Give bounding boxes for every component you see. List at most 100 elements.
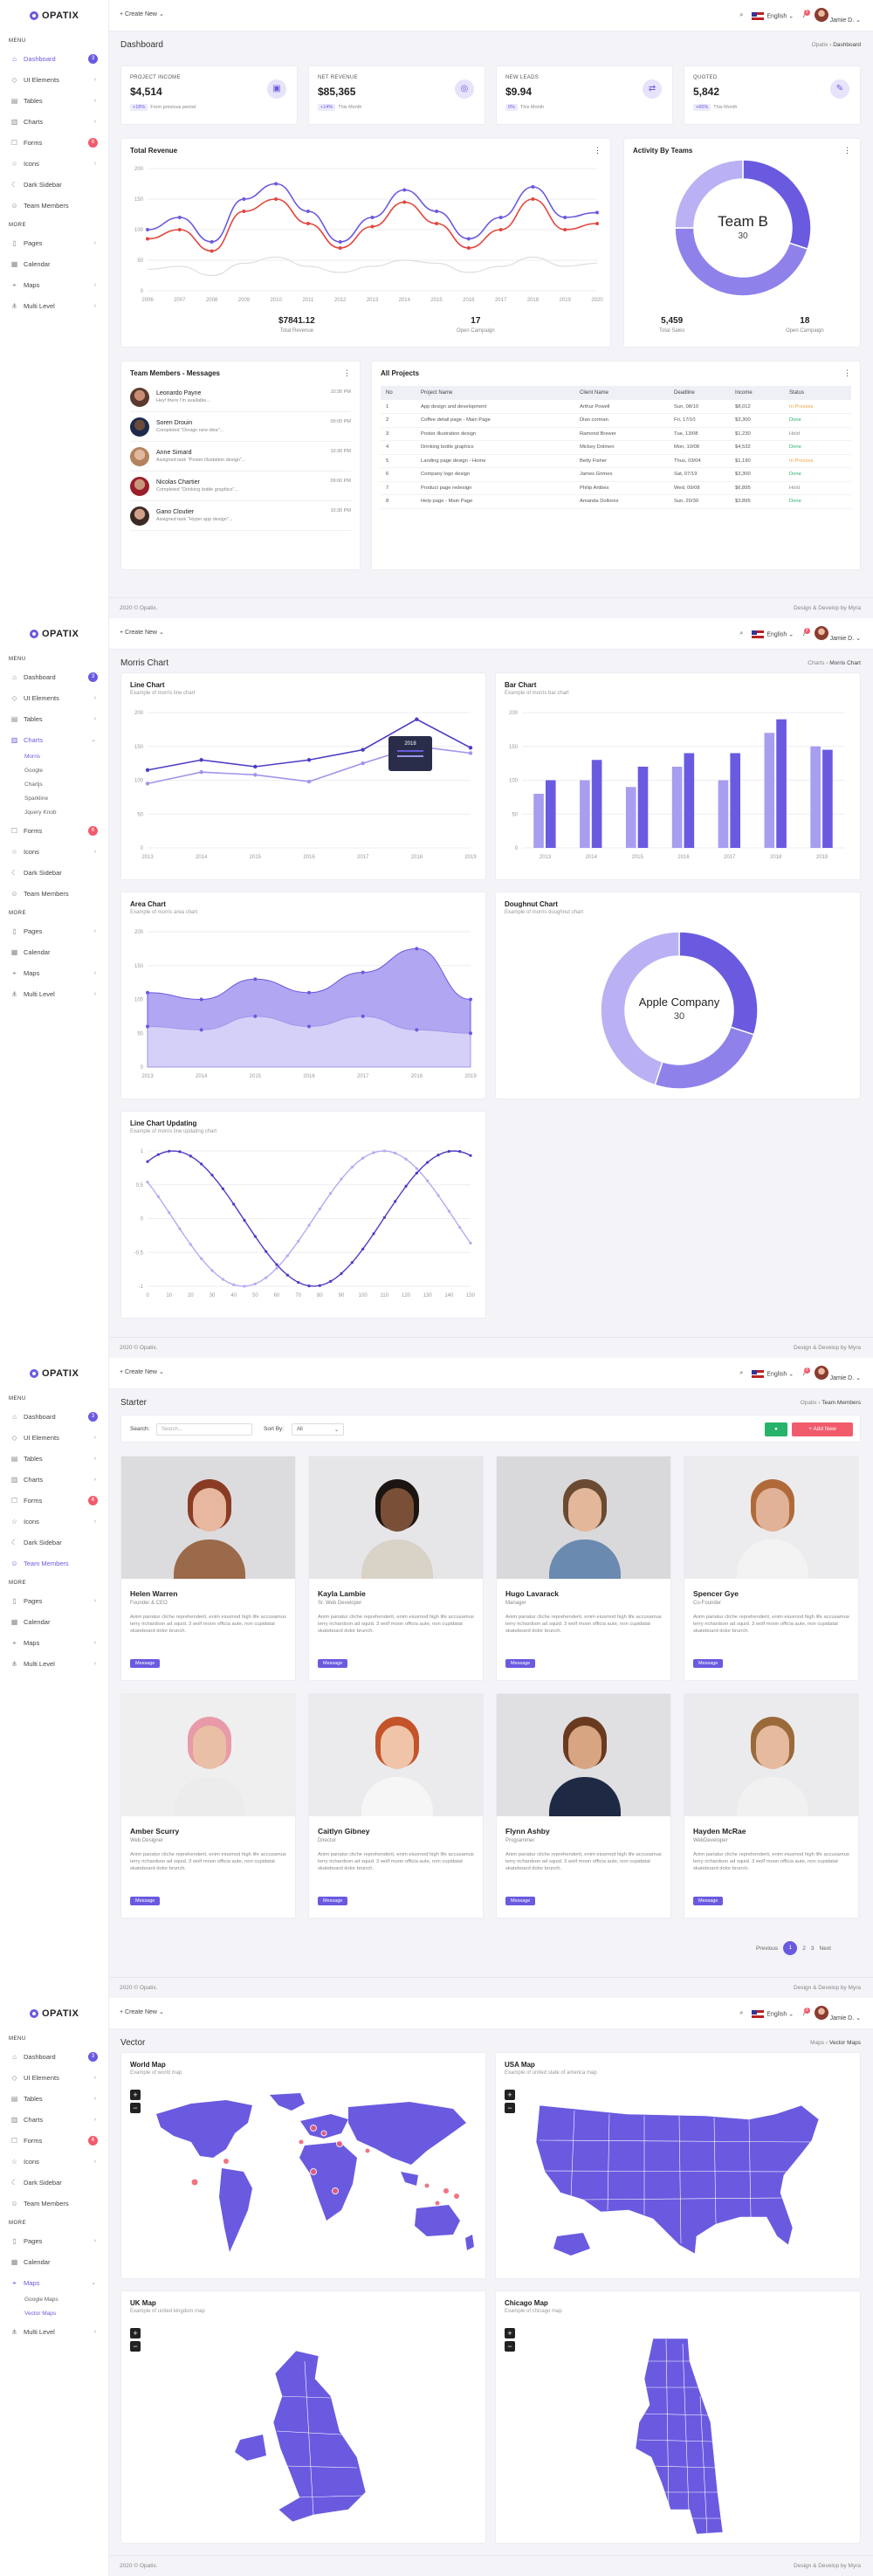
user-menu[interactable]: Jamie D. ⌄ — [814, 1366, 861, 1381]
sidebar-item-forms[interactable]: ☐ Forms 6 — [0, 2130, 108, 2151]
sidebar-item-dark-sidebar[interactable]: ☾ Dark Sidebar — [10, 180, 62, 189]
sidebar-item-forms[interactable]: ☐ Forms 6 — [0, 820, 108, 841]
create-new-button[interactable]: + Create New ⌄ — [120, 630, 164, 636]
sidebar-item-icons[interactable]: ☆ Icons › — [10, 2157, 96, 2166]
submenu-google[interactable]: Google — [24, 768, 43, 774]
sidebar-item-ui-elements[interactable]: ◇ UI Elements › — [11, 75, 96, 84]
submenu-morris[interactable]: Morris — [24, 754, 41, 760]
sidebar-item-maps[interactable]: ⌖ Maps › — [0, 274, 108, 295]
sidebar-item-maps[interactable]: ⌖ Maps › — [0, 1632, 108, 1653]
sidebar-item-forms[interactable]: ☐ Forms 6 — [0, 1490, 108, 1511]
logo[interactable]: OPATIX — [0, 1358, 108, 1389]
message-button[interactable]: Message — [693, 1897, 724, 1905]
sidebar-item-maps[interactable]: ⌖ Maps › — [0, 962, 108, 983]
sidebar-item-team-members[interactable]: ☺ Team Members — [10, 201, 69, 210]
sidebar-item-team-members[interactable]: ☺ Team Members — [10, 2199, 69, 2208]
create-new-button[interactable]: + Create New ⌄ — [120, 1369, 164, 1375]
sidebar-item-pages[interactable]: ▯ Pages › — [0, 232, 108, 253]
sidebar-item-dashboard[interactable]: ⌂ Dashboard 3 — [0, 2046, 108, 2067]
sidebar-item-tables[interactable]: ▤ Tables › — [10, 2094, 96, 2103]
table-row[interactable]: 7 Product page redesign Philip Artibes Wed,… — [381, 481, 851, 495]
submenu-vector-maps[interactable]: Vector Maps — [24, 2311, 57, 2317]
zoom-out-button[interactable]: − — [505, 2341, 515, 2352]
message-button[interactable]: Message — [318, 1897, 348, 1905]
sidebar-item-dashboard[interactable]: ⌂ Dashboard 3 — [0, 1406, 108, 1427]
language-selector[interactable]: English ⌄ — [752, 1369, 794, 1378]
sidebar-item-dashboard[interactable]: ⌂ Dashboard 3 — [0, 48, 108, 69]
sidebar-item-forms[interactable]: ☐ Forms 6 — [0, 132, 108, 153]
table-row[interactable]: 3 Poster illustration design Ramond Brewer… — [381, 427, 851, 441]
sort-select[interactable]: All ⌄ — [292, 1423, 344, 1436]
create-new-button[interactable]: + Create New ⌄ — [120, 2009, 164, 2015]
language-selector[interactable]: English ⌄ — [752, 11, 794, 20]
sidebar-item-team-members[interactable]: ☺ Team Members — [10, 889, 69, 898]
message-button[interactable]: Message — [130, 1659, 161, 1668]
sidebar-item-multi-level[interactable]: ⋔ Multi Level › — [11, 1659, 96, 1668]
sidebar-item-calendar[interactable]: ▦ Calendar — [10, 2257, 51, 2266]
sidebar-item-dashboard[interactable]: ⌂ Dashboard 3 — [0, 666, 108, 687]
notification-icon[interactable]: ♪ 3 — [802, 627, 810, 637]
sidebar-item-ui-elements[interactable]: ◇ UI Elements › — [11, 693, 96, 702]
message-button[interactable]: Message — [130, 1897, 161, 1905]
user-menu[interactable]: Jamie D. ⌄ — [814, 626, 861, 642]
sidebar-item-icons[interactable]: ☆ Icons › — [10, 847, 96, 856]
zoom-in-button[interactable]: + — [130, 2328, 141, 2338]
user-menu[interactable]: Jamie D. ⌄ — [814, 2006, 861, 2022]
table-row[interactable]: 5 Landing page design - Home Betty Fisher T… — [381, 454, 851, 468]
sidebar-item-tables[interactable]: ▤ Tables › — [10, 96, 96, 105]
sidebar-item-charts[interactable]: ▥ Charts › — [10, 1475, 96, 1484]
grid-view-button[interactable]: ● — [765, 1422, 787, 1436]
zoom-in-button[interactable]: + — [505, 2328, 515, 2338]
table-row[interactable]: 6 Company logo design James Grimes Sat, 07/… — [381, 467, 851, 482]
zoom-in-button[interactable]: + — [130, 2090, 141, 2100]
more-icon[interactable]: ⋮ — [843, 368, 851, 377]
sidebar-item-tables[interactable]: ▤ Tables › — [10, 714, 96, 723]
add-new-button[interactable]: + Add New — [792, 1422, 853, 1436]
sidebar-item-dark-sidebar[interactable]: ☾ Dark Sidebar — [10, 2178, 62, 2187]
language-selector[interactable]: English ⌄ — [752, 2009, 794, 2018]
search-icon[interactable]: ⌕ — [739, 2010, 744, 2016]
sidebar-item-ui-elements[interactable]: ◇ UI Elements › — [11, 2073, 96, 2082]
sidebar-item-ui-elements[interactable]: ◇ UI Elements › — [11, 1433, 96, 1442]
notification-icon[interactable]: ♪ 3 — [802, 2007, 810, 2017]
list-item[interactable]: Anne Simard Assigned task "Poster illusta… — [130, 442, 351, 472]
message-button[interactable]: Message — [318, 1659, 348, 1668]
zoom-out-button[interactable]: − — [130, 2341, 141, 2352]
sidebar-item-icons[interactable]: ☆ Icons › — [10, 1517, 96, 1526]
sidebar-item-charts[interactable]: ▥ Charts › — [10, 117, 96, 126]
table-row[interactable]: 8 Help page - Main Page Amanda Dollores Sun… — [381, 494, 851, 509]
zoom-out-button[interactable]: − — [505, 2103, 515, 2113]
sidebar-item-charts[interactable]: ▥ Charts › — [10, 2115, 96, 2124]
table-row[interactable]: 1 App design and development Arthur Powell… — [381, 400, 851, 414]
sidebar-item-maps[interactable]: ⌖ Maps ⌄ — [0, 2272, 108, 2293]
zoom-in-button[interactable]: + — [505, 2090, 515, 2100]
message-button[interactable]: Message — [693, 1659, 724, 1668]
user-menu[interactable]: Jamie D. ⌄ — [814, 8, 861, 24]
more-icon[interactable]: ⋮ — [594, 146, 601, 155]
sidebar-item-dark-sidebar[interactable]: ☾ Dark Sidebar — [10, 1538, 62, 1546]
more-icon[interactable]: ⋮ — [843, 146, 851, 155]
logo[interactable]: OPATIX — [0, 618, 108, 650]
search-icon[interactable]: ⌕ — [739, 630, 744, 637]
submenu-chartjs[interactable]: Chartjs — [24, 782, 43, 788]
notification-icon[interactable]: ♪ 3 — [802, 1367, 810, 1377]
logo[interactable]: OPATIX — [0, 1998, 108, 2029]
zoom-out-button[interactable]: − — [130, 2103, 141, 2113]
notification-icon[interactable]: ♪ 3 — [802, 9, 810, 19]
search-icon[interactable]: ⌕ — [739, 1370, 744, 1376]
sidebar-item-pages[interactable]: ▯ Pages › — [0, 920, 108, 941]
sidebar-item-tables[interactable]: ▤ Tables › — [10, 1454, 96, 1463]
sidebar-item-pages[interactable]: ▯ Pages › — [0, 1590, 108, 1611]
logo[interactable]: OPATIX — [0, 0, 108, 31]
sidebar-item-pages[interactable]: ▯ Pages › — [0, 2230, 108, 2251]
table-row[interactable]: 2 Coffee detail page - Main Page Dian corm… — [381, 413, 851, 428]
sidebar-item-multi-level[interactable]: ⋔ Multi Level › — [11, 2327, 96, 2336]
list-item[interactable]: Gano Cloutier Assigned task "Hyper app de… — [130, 501, 351, 531]
sidebar-item-icons[interactable]: ☆ Icons › — [10, 159, 96, 168]
submenu-sparkline[interactable]: Sparkline — [24, 796, 49, 802]
table-row[interactable]: 4 Drinking bottle graphics Mickey Dolmen Mo… — [381, 440, 851, 455]
submenu-jquery-knob[interactable]: Jquery Knob — [24, 809, 57, 816]
sidebar-item-team-members[interactable]: ☺ Team Members — [10, 1559, 69, 1567]
sidebar-item-calendar[interactable]: ▦ Calendar — [10, 947, 51, 956]
sidebar-item-dark-sidebar[interactable]: ☾ Dark Sidebar — [10, 868, 62, 877]
